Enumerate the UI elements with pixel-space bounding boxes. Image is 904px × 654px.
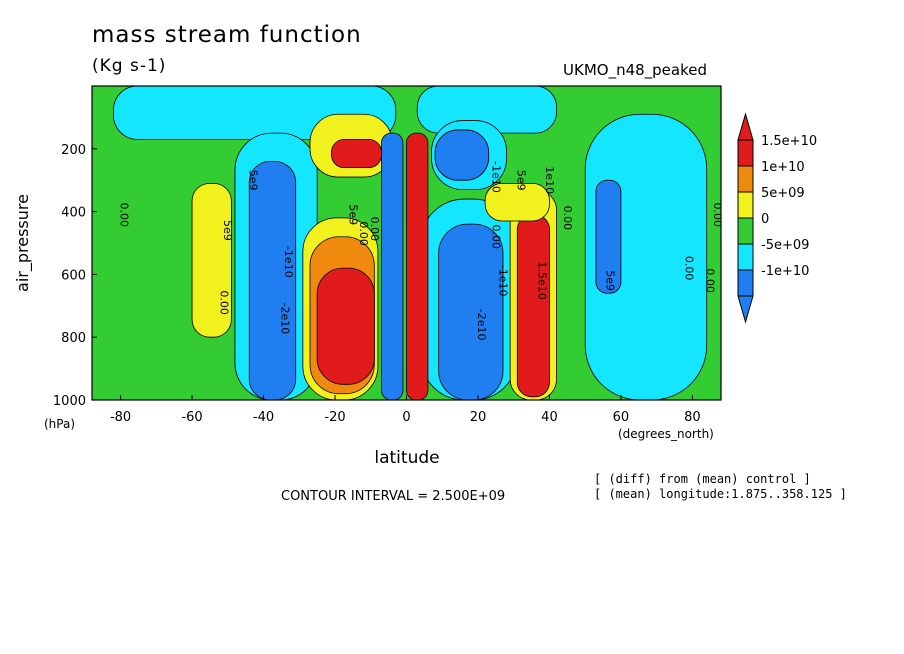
contour-interval: CONTOUR INTERVAL = 2.500E+09 (281, 489, 506, 504)
note-longitude: [ (mean) longitude:1.875..358.125 ] (594, 487, 847, 501)
x-tick-label: -20 (324, 410, 345, 425)
chart-units: (Kg s-1) (92, 56, 167, 76)
contour-label: 1.5e10 (536, 262, 549, 300)
y-tick-label: 400 (61, 206, 86, 221)
contour-label: 5e9 (346, 204, 359, 225)
colorbar-swatch (737, 217, 754, 245)
contour-label: -2e10 (278, 302, 291, 334)
colorbar-label: 1.5e+10 (761, 134, 817, 149)
colorbar-swatch (737, 139, 754, 167)
x-tick-label: 20 (470, 410, 487, 425)
contour-region-south-hadley-core (316, 267, 375, 385)
colorbar: 1.5e+10 1e+10 5e+09 0 -5e+09 -1e+10 (737, 112, 817, 324)
contour-region-north-polar-core (595, 179, 622, 294)
contour-region-equatorial-negative (381, 132, 404, 400)
note-diff: [ (diff) from (mean) control ] (594, 472, 811, 486)
contour-label: 0.00 (218, 290, 231, 315)
colorbar-label: 5e+09 (761, 186, 805, 201)
contour-label: 0.00 (118, 202, 131, 227)
x-tick-label: -40 (253, 410, 274, 425)
dataset-name: UKMO_n48_peaked (563, 61, 708, 79)
y-tick-label: 1000 (53, 394, 86, 409)
contour-label: 1e10 (543, 166, 556, 194)
y-axis: 200 400 600 800 1000 (53, 143, 97, 409)
contour-region-north-upper-core (434, 129, 490, 181)
x-tick-label: 40 (541, 410, 558, 425)
contour-label: 0.00 (368, 217, 381, 242)
y-axis-unit: (hPa) (44, 417, 75, 431)
x-axis-label: latitude (374, 448, 439, 468)
x-tick-label: -60 (181, 410, 202, 425)
x-axis: -80 -60 -40 -20 0 20 40 60 80 (110, 395, 701, 425)
contour-label: -1e10 (496, 265, 509, 297)
colorbar-label: 1e+10 (761, 160, 805, 175)
contour-region-south-upper-core (331, 138, 382, 169)
chart-title: mass stream function (92, 22, 362, 48)
y-tick-label: 800 (61, 331, 86, 346)
contour-label: -2e10 (475, 309, 488, 341)
contour-region-north-upper-positive (484, 182, 550, 222)
x-tick-label: 60 (613, 410, 630, 425)
y-axis-label: air_pressure (13, 194, 33, 292)
contour-region-north-ferrel-core (438, 223, 504, 400)
x-axis-unit: (degrees_north) (618, 427, 714, 441)
contour-label: 0.00 (704, 268, 717, 293)
colorbar-label: -1e+10 (761, 264, 809, 279)
y-tick-label: 200 (61, 143, 86, 158)
contour-label: 0.00 (682, 256, 695, 281)
y-tick-label: 600 (61, 268, 86, 283)
contour-label: 0.00 (489, 224, 502, 249)
x-tick-label: 80 (684, 410, 701, 425)
contour-region-south-polar-positive (191, 182, 232, 338)
contour-region-equatorial-positive (406, 132, 429, 400)
colorbar-swatch (737, 269, 754, 297)
contour-label: 0.00 (711, 202, 724, 227)
contour-label: 0.00 (357, 221, 370, 246)
contour-label: 5e9 (246, 170, 259, 191)
contour-label: -1e10 (489, 161, 502, 193)
contour-label: 5e9 (604, 270, 617, 291)
colorbar-top-arrow (737, 112, 754, 141)
colorbar-swatch (737, 243, 754, 271)
colorbar-bottom-arrow (737, 295, 754, 324)
contour-label: -1e10 (282, 246, 295, 278)
contour-label: 5e9 (514, 170, 527, 191)
contour-label: 5e9 (221, 220, 234, 241)
contour-region-north-hadley-core (516, 214, 550, 398)
contour-region-south-ferrel-core (248, 160, 297, 400)
colorbar-label: -5e+09 (761, 238, 809, 253)
colorbar-swatch (737, 191, 754, 219)
x-tick-label: 0 (402, 410, 410, 425)
contour-label: 0.00 (561, 206, 574, 231)
x-tick-label: -80 (110, 410, 131, 425)
colorbar-swatch (737, 165, 754, 193)
colorbar-label: 0 (761, 212, 769, 227)
